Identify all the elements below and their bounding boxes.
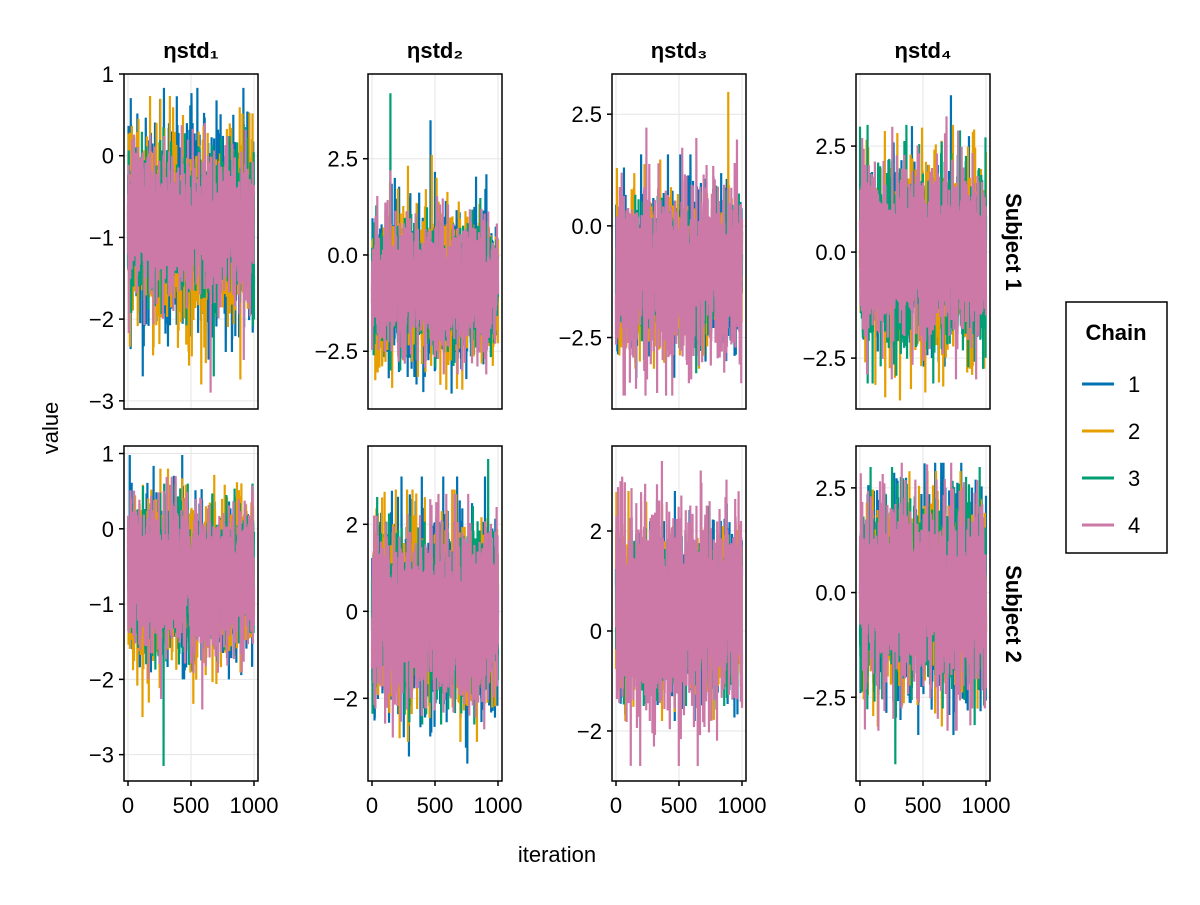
series-line-chain-4 [370,493,500,738]
y-tick-label: 1 [102,442,114,467]
panel-frame [367,73,503,410]
y-tick-label: −2.5 [803,685,846,710]
series-line-chain-4 [614,460,744,767]
y-tick-label: −3 [89,389,114,414]
panel-subject-2-1: −3 −2 −1 0 1 0 500 1000 [89,442,279,818]
series-line-chain-4 [858,462,988,731]
series-line-chain-4 [126,476,256,710]
panel-frame [611,73,747,410]
x-tick-label: 1000 [962,793,1011,818]
panel-subject-2-3: −2 0 2 0 500 1000 [577,445,767,818]
traces [614,91,744,396]
traces [126,455,256,766]
y-tick-label: 0 [346,599,358,624]
legend-entry-chain-4: 4 [1082,513,1140,538]
column-title-4: ηstd₄ [895,38,952,63]
y-tick-label: 0 [590,619,602,644]
y-tick-label: −2.5 [315,339,358,364]
legend-entry-chain-1: 1 [1082,372,1140,397]
y-tick-label: 2 [346,512,358,537]
y-tick-label: −2 [89,667,114,692]
traces [370,93,500,394]
x-tick-label: 500 [661,793,698,818]
x-tick-label: 1000 [474,793,523,818]
panel-frame [123,73,259,410]
x-tick-label: 1000 [230,793,279,818]
y-tick-label: 2.5 [327,147,358,172]
row-label-subject-1: Subject 1 [1001,193,1026,291]
x-tick-label: 0 [854,793,866,818]
y-tick-label: −2.5 [803,346,846,371]
legend-label: 4 [1128,513,1140,538]
traces [858,95,988,401]
y-tick-label: −2 [89,307,114,332]
legend-box [1065,301,1168,554]
panel-subject-1-2: −2.5 0.0 2.5 ηstd₂ [315,38,503,410]
legend-title: Chain [1085,320,1146,345]
panel-subject-2-4: −2.5 0.0 2.5 0 500 1000 [803,445,1011,818]
legend-entry-chain-3: 3 [1082,466,1140,491]
x-tick-label: 0 [122,793,134,818]
x-tick-label: 500 [417,793,454,818]
series-line-chain-4 [126,123,256,393]
row-label-subject-2: Subject 2 [1001,565,1026,663]
panel-frame [855,73,991,410]
y-tick-label: −2 [577,719,602,744]
x-tick-label: 0 [366,793,378,818]
x-axis-label: iteration [518,842,596,867]
y-tick-label: 2.5 [571,102,602,127]
y-tick-label: 0 [102,517,114,542]
y-tick-label: 0 [102,144,114,169]
traces [858,462,988,765]
series-line-chain-4 [370,170,500,375]
y-tick-label: −3 [89,743,114,768]
y-tick-label: 2.5 [815,134,846,159]
legend-entry-chain-2: 2 [1082,419,1140,444]
legend-label: 3 [1128,466,1140,491]
x-tick-label: 1000 [718,793,767,818]
column-title-1: ηstd₁ [163,38,219,63]
y-tick-label: 0.0 [815,240,846,265]
column-title-3: ηstd₃ [651,38,708,63]
y-tick-label: −1 [89,225,114,250]
legend: Chain 1 2 3 4 [1065,301,1168,554]
y-axis-label: value [38,402,63,455]
panel-subject-1-1: −3 −2 −1 0 1 ηstd₁ [89,38,259,414]
panel-subject-1-3: −2.5 0.0 2.5 ηstd₃ [559,38,747,410]
traces [614,460,744,767]
panel-subject-2-2: −2 0 2 0 500 1000 [333,445,523,818]
y-tick-label: 0.0 [571,214,602,239]
x-tick-label: 500 [905,793,942,818]
y-tick-label: 2.5 [815,476,846,501]
panel-subject-1-4: −2.5 0.0 2.5 ηstd₄ [803,38,991,410]
y-tick-label: 1 [102,62,114,87]
y-tick-label: 0.0 [815,581,846,606]
traces [370,459,500,764]
column-title-2: ηstd₂ [407,38,463,63]
y-tick-label: 2 [590,519,602,544]
series-line-chain-4 [614,127,744,396]
y-tick-label: −1 [89,592,114,617]
x-tick-label: 500 [173,793,210,818]
x-tick-label: 0 [610,793,622,818]
series-line-chain-4 [858,116,988,380]
legend-label: 2 [1128,419,1140,444]
legend-label: 1 [1128,372,1140,397]
traces [126,87,256,393]
y-tick-label: −2 [333,686,358,711]
y-tick-label: 0.0 [327,243,358,268]
y-tick-label: −2.5 [559,326,602,351]
